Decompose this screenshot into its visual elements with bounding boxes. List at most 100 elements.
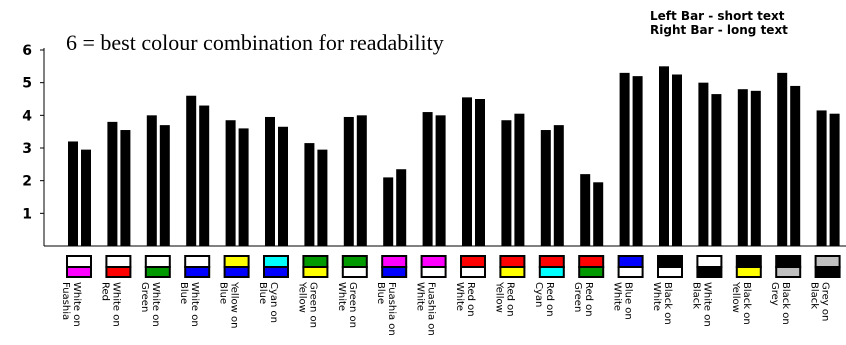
colour-swatches (66, 255, 841, 278)
bar-long-text (672, 74, 682, 246)
category-label-text: Fuashia on (386, 282, 397, 336)
bar-long-text (159, 125, 170, 246)
category-label-text: Fuashia on (426, 282, 437, 336)
swatch-text-colour (617, 255, 644, 268)
bar-long-text (356, 115, 367, 246)
bar-long-text (120, 130, 131, 246)
swatch-text-colour (775, 255, 802, 268)
category-label-background: Red (99, 282, 110, 301)
bar-short-text (501, 120, 512, 246)
bar-short-text (462, 97, 472, 246)
category-label-background: Blue (178, 282, 189, 304)
swatch-text-colour (578, 255, 605, 268)
bar-short-text (540, 130, 551, 246)
bar-short-text (265, 116, 275, 246)
category-label-background: White (415, 282, 426, 311)
bars (68, 66, 840, 247)
swatch-background-colour (814, 266, 841, 278)
category-label-text: Blue on (623, 282, 634, 320)
bar-long-text (829, 113, 840, 246)
bar-long-text (750, 90, 761, 246)
swatch-text-colour (420, 255, 447, 268)
bar-short-text (659, 66, 669, 246)
bar-short-text (225, 120, 236, 246)
bar-long-text (593, 182, 604, 246)
swatch-background-colour (223, 266, 250, 278)
swatch-background-colour (735, 266, 762, 278)
bar-long-text (396, 169, 407, 246)
category-label-background: White (454, 282, 465, 311)
category-label-text: Red on (504, 282, 515, 317)
bar-short-text (580, 174, 591, 246)
category-label-background: Blue (375, 282, 386, 304)
swatch-background-colour (420, 266, 447, 278)
category-label-text: Yellow on (229, 281, 240, 328)
swatch-text-colour (105, 255, 132, 268)
y-tick-label: 3 (22, 141, 32, 157)
category-label-text: White on (110, 282, 121, 327)
bar-short-text (343, 116, 354, 246)
swatch-background-colour (617, 266, 644, 278)
bar-long-text (632, 76, 643, 246)
swatch-background-colour (66, 266, 92, 278)
bar-long-text (514, 113, 525, 246)
swatch-text-colour (66, 255, 92, 268)
bar-short-text (186, 95, 197, 246)
category-label-text: Green on (347, 282, 358, 328)
bar-long-text (553, 125, 564, 246)
category-label-text: White on (701, 282, 712, 327)
swatch-text-colour (657, 255, 683, 268)
category-label-text: White on (71, 282, 82, 327)
bar-short-text (383, 177, 394, 246)
category-label-background: Fuashia (60, 282, 71, 320)
swatch-background-colour (381, 266, 408, 278)
bar-short-text (304, 143, 315, 246)
swatch-text-colour (814, 255, 841, 268)
swatch-text-colour (735, 255, 762, 268)
bar-long-text (475, 99, 485, 246)
category-label-text: White on (189, 282, 200, 327)
bar-long-text (711, 94, 722, 246)
category-label-background: Cyan (533, 282, 544, 307)
category-label-background: Yellow (730, 281, 741, 313)
bar-short-text (422, 112, 433, 246)
swatch-text-colour (223, 255, 250, 268)
swatch-text-colour (184, 255, 211, 268)
swatch-background-colour (341, 266, 368, 278)
swatch-text-colour (144, 255, 171, 268)
bar-long-text (435, 115, 446, 246)
y-tick-label: 5 (22, 76, 32, 92)
bar-short-text (107, 121, 118, 246)
category-label-background: Blue (218, 282, 229, 304)
category-label-text: Black on (741, 282, 752, 325)
swatch-text-colour (341, 255, 368, 268)
swatch-text-colour (263, 255, 289, 268)
category-label-text: Black on (662, 282, 673, 325)
category-label-background: Black (690, 282, 701, 309)
category-label-text: Red on (544, 282, 555, 317)
bar-short-text (619, 72, 630, 246)
swatch-text-colour (499, 255, 526, 268)
swatch-text-colour (381, 255, 408, 268)
bar-short-text (698, 82, 709, 247)
swatch-background-colour (696, 266, 723, 278)
legend-note-short: Left Bar - short text (650, 9, 785, 23)
category-label-background: Yellow (296, 281, 307, 313)
swatch-text-colour (302, 255, 329, 268)
bar-short-text (816, 110, 827, 246)
y-tick-label: 1 (22, 206, 32, 222)
category-label-text: Green on (307, 282, 318, 328)
swatch-background-colour (302, 266, 329, 278)
swatch-background-colour (538, 266, 565, 278)
category-label-background: Green (139, 282, 150, 312)
legend-note-long: Right Bar - long text (650, 23, 788, 37)
category-label-text: Cyan on (268, 282, 279, 323)
category-label-background: Grey (769, 282, 780, 306)
swatch-background-colour (263, 266, 289, 278)
swatch-background-colour (460, 266, 486, 278)
bar-long-text (278, 126, 288, 246)
swatch-background-colour (657, 266, 683, 278)
swatch-background-colour (499, 266, 526, 278)
